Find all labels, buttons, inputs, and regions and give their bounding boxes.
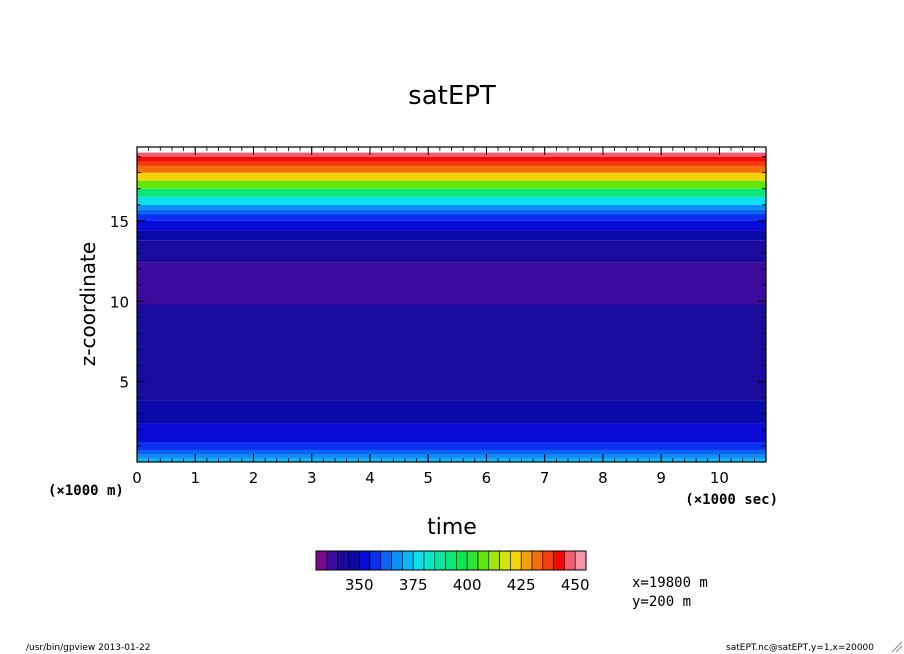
colorbar-swatch (348, 550, 360, 571)
heatmap-band (137, 188, 766, 197)
heatmap-band (137, 209, 766, 215)
heatmap-band (137, 230, 766, 241)
heatmap-band (137, 214, 766, 221)
colorbar-swatch (412, 550, 425, 571)
colorbar-swatch (466, 550, 479, 571)
x-tick-label: 0 (132, 469, 142, 487)
colorbar-swatch (369, 550, 382, 571)
annotation-y: y=200 m (632, 594, 691, 610)
colorbar-swatch (564, 550, 576, 571)
colorbar-swatch (456, 550, 468, 571)
y-tick-label: 15 (110, 213, 129, 231)
x-tick-label: 1 (190, 469, 200, 487)
heatmap-band (137, 400, 766, 424)
colorbar-swatch (391, 550, 403, 571)
heatmap-band (137, 152, 766, 157)
colorbar-swatch (315, 550, 328, 571)
heatmap-band (137, 196, 766, 205)
heatmap-band (137, 423, 766, 443)
colorbar-label: 425 (507, 576, 536, 594)
x-tick-label: 2 (249, 469, 259, 487)
colorbar-swatch (434, 550, 446, 571)
heatmap-band (137, 156, 766, 162)
colorbar-frame (315, 550, 587, 571)
colorbar-label: 350 (345, 576, 374, 594)
colorbar-label: 400 (453, 576, 482, 594)
footer-right: satEPT.nc@satEPT,y=1,x=20000 (726, 643, 874, 653)
x-tick-label: 5 (423, 469, 433, 487)
colorbar-swatch (477, 550, 490, 571)
colorbar-swatch (402, 550, 414, 571)
colorbar-swatch (326, 550, 338, 571)
colorbar-swatch (574, 550, 587, 571)
heatmap-band (137, 449, 766, 455)
heatmap-band (137, 442, 766, 450)
colorbar-swatch (445, 550, 457, 571)
y-tick-label: 10 (110, 293, 129, 311)
colorbar-swatch (553, 550, 565, 571)
colorbar-swatch (380, 550, 392, 571)
x-tick-label: 6 (482, 469, 492, 487)
colorbar-swatch (488, 550, 500, 571)
colorbar-label: 450 (561, 576, 590, 594)
x-tick-label: 8 (598, 469, 608, 487)
x-tick-label: 4 (365, 469, 375, 487)
heatmap-band (137, 454, 766, 459)
heatmap-band (137, 220, 766, 231)
y-unit-label: (×1000 m) (48, 483, 124, 499)
footer-left: /usr/bin/gpview 2013-01-22 (26, 643, 150, 653)
colorbar-swatch (520, 550, 533, 571)
colorbar-swatch (423, 550, 436, 571)
colorbar-swatch (531, 550, 544, 571)
y-axis-label: z-coordinate (76, 242, 100, 366)
chart-title: satEPT (408, 81, 496, 111)
axis-ticks: 0 1 2 3 4 5 6 7 8 9 10 5 10 15 (110, 147, 767, 487)
colorbar: 350 375 400 425 450 (315, 550, 590, 594)
heatmap-band (137, 180, 766, 189)
heatmap-band (137, 204, 766, 210)
resize-grip-icon[interactable] (891, 641, 903, 653)
x-axis-label: time (427, 515, 477, 540)
colorbar-swatch (510, 550, 522, 571)
heatmap-band (137, 161, 766, 167)
heatmap-band (137, 240, 766, 263)
colorbar-swatch (542, 550, 554, 571)
annotation-x: x=19800 m (632, 575, 708, 591)
heatmap-band (137, 172, 766, 181)
heatmap-band (137, 166, 766, 173)
colorbar-swatch (499, 550, 511, 571)
x-unit-label: (×1000 sec) (685, 492, 778, 508)
x-tick-label: 7 (540, 469, 550, 487)
colorbar-label: 375 (399, 576, 428, 594)
plot-area (137, 147, 766, 462)
heatmap-band (137, 304, 766, 401)
x-tick-label: 9 (656, 469, 666, 487)
x-tick-label: 10 (710, 469, 729, 487)
heatmap-band (137, 262, 766, 305)
colorbar-swatch (358, 550, 371, 571)
x-tick-label: 3 (307, 469, 317, 487)
colorbar-swatch (337, 550, 349, 571)
y-tick-label: 5 (119, 374, 129, 392)
